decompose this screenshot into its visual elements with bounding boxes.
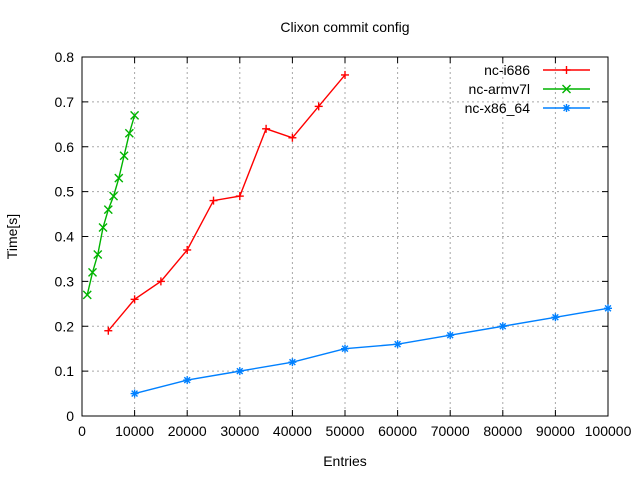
legend-marker-nc-i686 xyxy=(562,66,571,74)
y-tick-label: 0.3 xyxy=(55,273,75,289)
y-tick-label: 0.1 xyxy=(55,363,75,379)
data-point-nc-armv7l xyxy=(88,267,98,277)
data-point-nc-x86_64 xyxy=(393,340,402,349)
data-point-nc-armv7l xyxy=(124,128,134,138)
data-point-nc-i686 xyxy=(183,245,192,254)
data-point-nc-armv7l xyxy=(103,205,113,215)
series-line-nc-x86_64 xyxy=(134,307,609,395)
legend-label-nc-i686: nc-i686 xyxy=(484,62,530,78)
data-point-nc-i686 xyxy=(235,192,244,201)
x-axis-label: Entries xyxy=(323,453,367,469)
plot-border xyxy=(81,56,609,417)
data-point-nc-x86_64 xyxy=(551,313,560,322)
x-tick-label: 100000 xyxy=(585,423,632,439)
legend: nc-i686 nc-armv7l nc-x86_64 xyxy=(465,62,590,116)
data-point-nc-i686 xyxy=(262,124,271,133)
data-point-nc-x86_64 xyxy=(288,358,297,367)
x-tick-label: 30000 xyxy=(220,423,259,439)
data-point-nc-x86_64 xyxy=(498,322,507,331)
data-point-nc-armv7l xyxy=(93,249,103,259)
chart-title: Clixon commit config xyxy=(280,19,409,35)
data-point-nc-armv7l xyxy=(98,223,108,233)
legend-label-nc-armv7l: nc-armv7l xyxy=(469,81,530,97)
x-tick-label: 10000 xyxy=(115,423,154,439)
data-point-nc-armv7l xyxy=(130,110,140,120)
x-tick-label: 0 xyxy=(78,423,86,439)
x-tick-label: 70000 xyxy=(431,423,470,439)
data-point-nc-i686 xyxy=(341,70,349,79)
y-tick-label: 0.8 xyxy=(55,49,75,65)
y-tick-label: 0.5 xyxy=(55,184,75,200)
series-line-nc-i686 xyxy=(107,74,346,332)
x-tick-label: 50000 xyxy=(326,423,365,439)
data-point-nc-x86_64 xyxy=(235,367,244,376)
x-tick-label: 80000 xyxy=(483,423,522,439)
data-point-nc-i686 xyxy=(104,326,113,335)
data-point-nc-x86_64 xyxy=(604,304,612,313)
x-tick-label: 20000 xyxy=(168,423,207,439)
legend-marker-nc-armv7l xyxy=(562,84,571,94)
data-point-nc-x86_64 xyxy=(446,331,455,340)
y-tick-label: 0.7 xyxy=(55,94,75,110)
y-tick-label: 0.6 xyxy=(55,139,75,155)
data-point-nc-i686 xyxy=(130,295,139,304)
x-tick-label: 90000 xyxy=(536,423,575,439)
x-tick-label: 40000 xyxy=(273,423,312,439)
legend-label-nc-x86_64: nc-x86_64 xyxy=(465,100,531,116)
y-tick-label: 0 xyxy=(66,408,74,424)
series-line-nc-armv7l xyxy=(86,115,136,295)
data-point-nc-armv7l xyxy=(109,191,119,201)
data-point-nc-x86_64 xyxy=(341,344,349,353)
data-point-nc-armv7l xyxy=(119,151,129,161)
data-point-nc-i686 xyxy=(314,102,323,111)
data-point-nc-x86_64 xyxy=(183,376,192,385)
data-point-nc-armv7l xyxy=(82,290,92,300)
data-point-nc-x86_64 xyxy=(130,389,139,398)
x-tick-label: 60000 xyxy=(378,423,417,439)
legend-marker-nc-x86_64 xyxy=(562,104,571,112)
y-tick-label: 0.2 xyxy=(55,318,75,334)
y-axis-label: Time[s] xyxy=(4,214,20,259)
data-point-nc-i686 xyxy=(288,133,297,142)
y-tick-label: 0.4 xyxy=(55,229,75,245)
data-point-nc-armv7l xyxy=(114,173,124,183)
data-point-nc-i686 xyxy=(209,196,218,205)
data-point-nc-i686 xyxy=(156,277,165,286)
